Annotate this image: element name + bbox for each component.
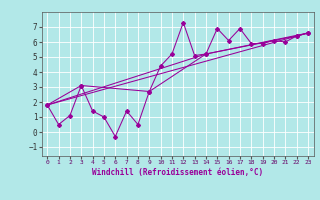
X-axis label: Windchill (Refroidissement éolien,°C): Windchill (Refroidissement éolien,°C) (92, 168, 263, 177)
